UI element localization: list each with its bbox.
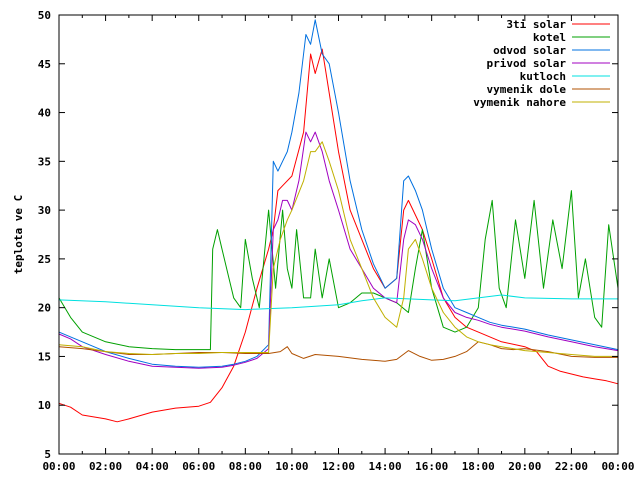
x-tick-label: 14:00 <box>369 460 402 473</box>
legend-label: odvod solar <box>493 44 566 57</box>
plot-lines <box>58 19 619 423</box>
x-tick-label: 02:00 <box>89 460 122 473</box>
series-line-6 <box>58 141 618 357</box>
series-line-2 <box>58 19 619 368</box>
series-line-3 <box>58 131 619 369</box>
x-tick-label: 00:00 <box>601 460 634 473</box>
x-tick-label: 10:00 <box>275 460 308 473</box>
legend-label: kutloch <box>520 70 566 83</box>
y-tick-label: 30 <box>38 204 51 217</box>
y-tick-label: 10 <box>38 399 51 412</box>
axis-ticks <box>58 14 619 455</box>
x-tick-label: 00:00 <box>42 460 75 473</box>
x-tick-label: 16:00 <box>415 460 448 473</box>
legend-label: vymenik dole <box>487 83 567 96</box>
x-tick-label: 22:00 <box>555 460 588 473</box>
x-tick-label: 08:00 <box>229 460 262 473</box>
x-tick-label: 12:00 <box>322 460 355 473</box>
series-line-0 <box>58 48 619 423</box>
series-line-4 <box>58 294 618 311</box>
y-tick-label: 15 <box>38 350 51 363</box>
y-tick-label: 35 <box>38 155 51 168</box>
axis-tick-labels: 5 10 15 20 25 30 35 40 45 50 00:00 02:00 04:00 06:00 0… <box>38 9 635 473</box>
x-tick-label: 20:00 <box>508 460 541 473</box>
y-tick-label: 5 <box>44 448 51 461</box>
y-tick-label: 40 <box>38 107 51 120</box>
y-tick-label: 20 <box>38 302 51 315</box>
y-tick-label: 25 <box>38 253 51 266</box>
series-line-1 <box>58 190 619 351</box>
x-tick-label: 04:00 <box>136 460 169 473</box>
x-tick-label: 18:00 <box>462 460 495 473</box>
x-tick-label: 06:00 <box>182 460 215 473</box>
legend-label: kotel <box>533 31 566 44</box>
y-tick-label: 45 <box>38 58 51 71</box>
y-tick-label: 50 <box>38 9 51 22</box>
legend-label: vymenik nahore <box>473 96 566 109</box>
legend-label: 3ti solar <box>506 18 566 31</box>
y-axis-title: teplota ve C <box>12 195 25 274</box>
legend-label: privod solar <box>487 57 567 70</box>
